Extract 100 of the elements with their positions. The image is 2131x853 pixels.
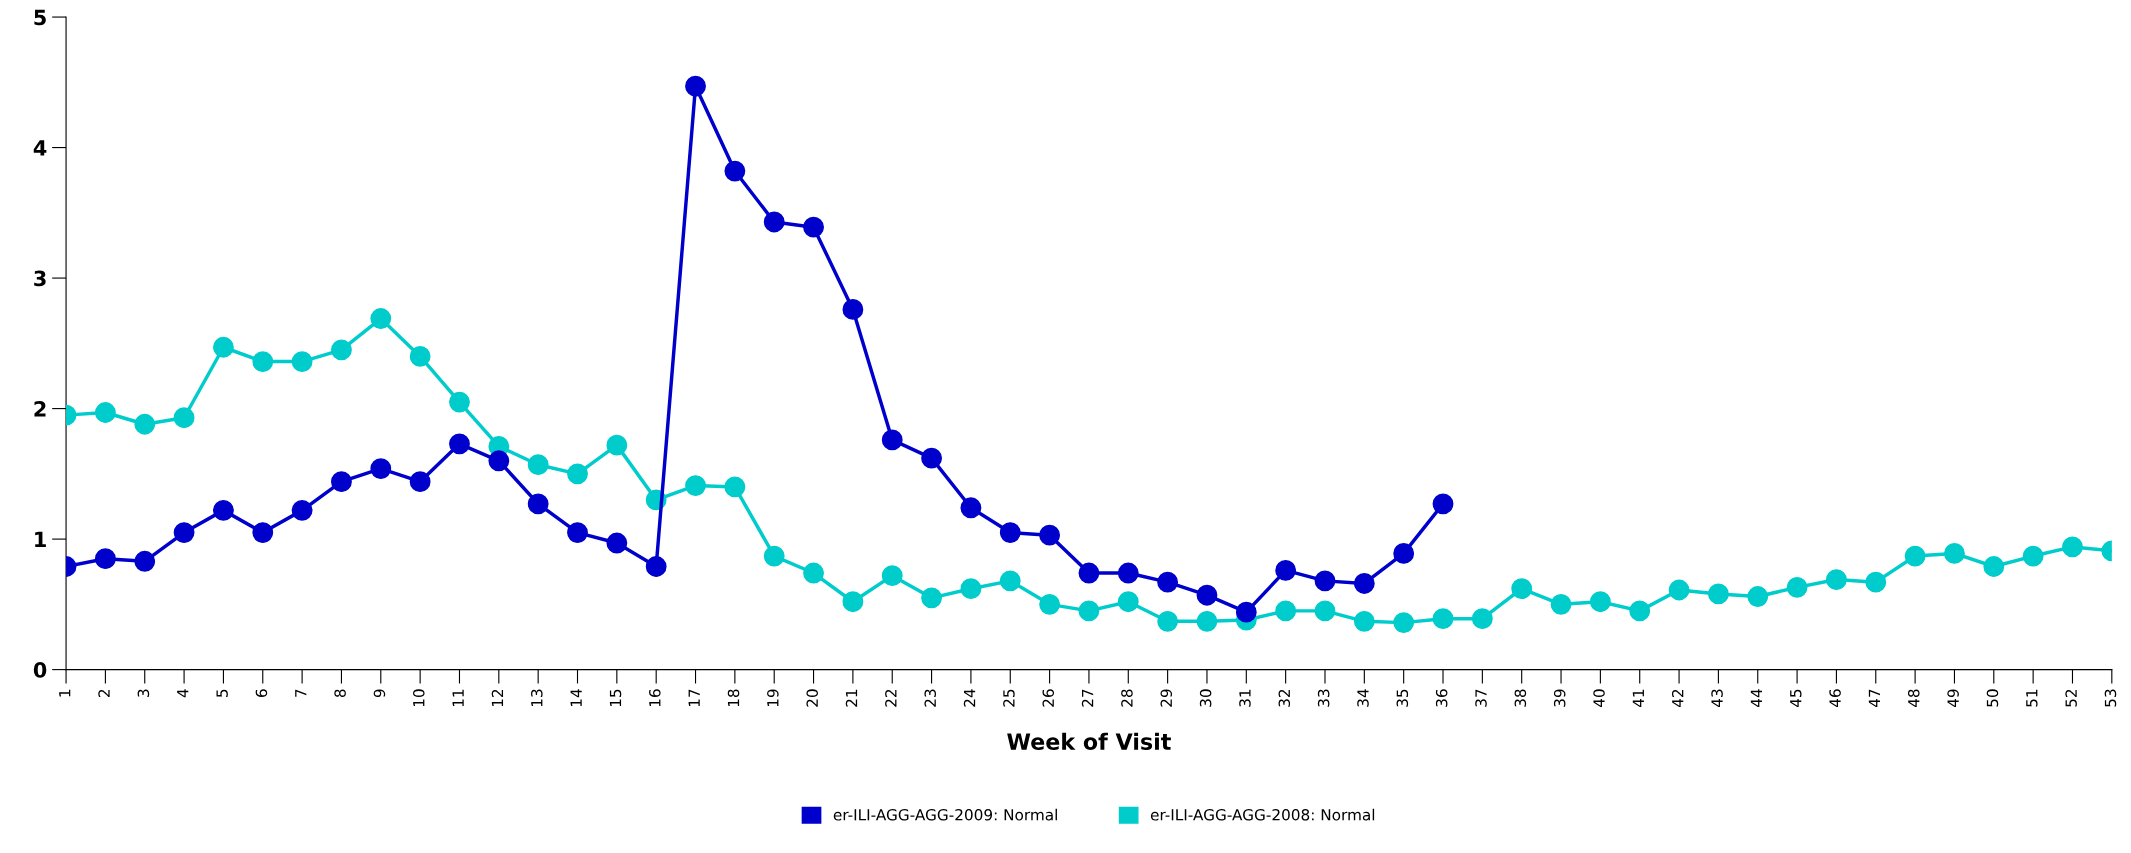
point <box>1904 545 1926 567</box>
point <box>1157 610 1179 632</box>
point <box>606 434 628 456</box>
x-tick-label: 33 <box>1317 689 1330 707</box>
x-tick-label: 10 <box>413 689 425 707</box>
x-tick-label: 13 <box>531 689 543 707</box>
x-tick-label: 23 <box>924 689 937 707</box>
x-tick-label: 38 <box>1514 689 1527 707</box>
x-tick-label: 35 <box>1396 689 1409 707</box>
x-tick-label: 34 <box>1357 689 1369 707</box>
point <box>999 570 1021 592</box>
x-tick-label: 2 <box>98 689 110 697</box>
point <box>331 471 352 493</box>
point <box>921 587 942 609</box>
point <box>252 522 274 543</box>
x-tick-label: 49 <box>1947 689 1959 708</box>
point <box>331 339 352 361</box>
point <box>1786 576 1808 598</box>
y-tick-label: 3 <box>34 270 46 287</box>
x-tick-label: 25 <box>1003 689 1015 707</box>
point <box>527 493 549 515</box>
point <box>881 429 903 451</box>
point <box>1826 569 1847 590</box>
x-tick-label: 21 <box>845 689 858 707</box>
y-tick-label: 4 <box>33 140 47 156</box>
point <box>1432 608 1454 630</box>
point <box>173 407 195 429</box>
point <box>921 447 942 469</box>
point <box>527 454 549 476</box>
point <box>1078 600 1100 622</box>
point <box>1944 543 1965 564</box>
x-tick-label: 8 <box>334 689 346 698</box>
point <box>370 308 392 329</box>
point <box>409 345 431 367</box>
x-tick-label: 4 <box>177 689 189 698</box>
x-tick-label: 27 <box>1081 689 1094 707</box>
point <box>606 532 628 554</box>
x-tick-label: 51 <box>2026 689 2038 707</box>
point <box>1039 524 1061 546</box>
x-tick-label: 5 <box>216 689 228 697</box>
x-tick-label: 1 <box>59 689 71 697</box>
point <box>1511 578 1533 600</box>
x-tick-label: 31 <box>1239 689 1251 707</box>
legend-label: er-ILI-AGG-AGG-2008: Normal <box>1150 808 1375 821</box>
point <box>567 522 588 543</box>
x-tick-label: 15 <box>609 689 622 707</box>
x-tick-label: 9 <box>373 689 386 698</box>
x-tick-label: 24 <box>963 689 976 707</box>
point <box>370 458 392 480</box>
x-tick-label: 11 <box>452 689 464 707</box>
x-tick-label: 18 <box>727 689 740 707</box>
x-tick-label: 7 <box>295 689 307 697</box>
point <box>1275 600 1297 622</box>
point <box>1589 591 1611 613</box>
point <box>803 216 824 238</box>
legend-label: er-ILI-AGG-AGG-2009: Normal <box>833 808 1057 821</box>
point <box>449 391 470 413</box>
point <box>1550 593 1572 615</box>
x-tick-label: 50 <box>1986 689 1999 707</box>
point <box>763 211 785 233</box>
point <box>1078 562 1100 584</box>
point <box>213 336 234 358</box>
point <box>1117 591 1139 613</box>
x-tick-label: 36 <box>1435 689 1448 707</box>
point <box>213 499 234 521</box>
point <box>1314 570 1336 592</box>
x-tick-label: 19 <box>767 689 779 707</box>
point <box>1668 579 1690 601</box>
point <box>1235 601 1257 623</box>
x-tick-label: 16 <box>649 689 661 707</box>
x-tick-label: 43 <box>1711 689 1723 708</box>
x-tick-label: 41 <box>1632 689 1644 708</box>
point <box>645 556 667 577</box>
point <box>842 591 864 613</box>
point <box>291 351 313 373</box>
point <box>1196 584 1218 606</box>
point <box>1707 583 1729 605</box>
point <box>2022 545 2044 567</box>
point <box>842 298 864 320</box>
point <box>1983 556 2005 577</box>
point <box>960 497 982 519</box>
point <box>685 75 706 97</box>
point <box>999 522 1021 543</box>
point <box>1314 600 1336 622</box>
point <box>724 476 746 498</box>
point <box>1157 571 1179 593</box>
x-tick-label: 12 <box>491 689 504 707</box>
x-tick-label: 44 <box>1750 689 1762 708</box>
point <box>1865 571 1887 593</box>
point <box>1353 610 1375 632</box>
x-tick-label: 14 <box>570 689 582 707</box>
point <box>488 450 510 472</box>
x-tick-label: 46 <box>1829 689 1841 708</box>
point <box>1353 573 1375 594</box>
x-tick-label: 48 <box>1907 689 1920 708</box>
point <box>567 463 588 485</box>
point <box>881 565 903 587</box>
x-tick-label: 37 <box>1475 689 1487 707</box>
point <box>1275 560 1297 581</box>
point <box>685 475 706 497</box>
